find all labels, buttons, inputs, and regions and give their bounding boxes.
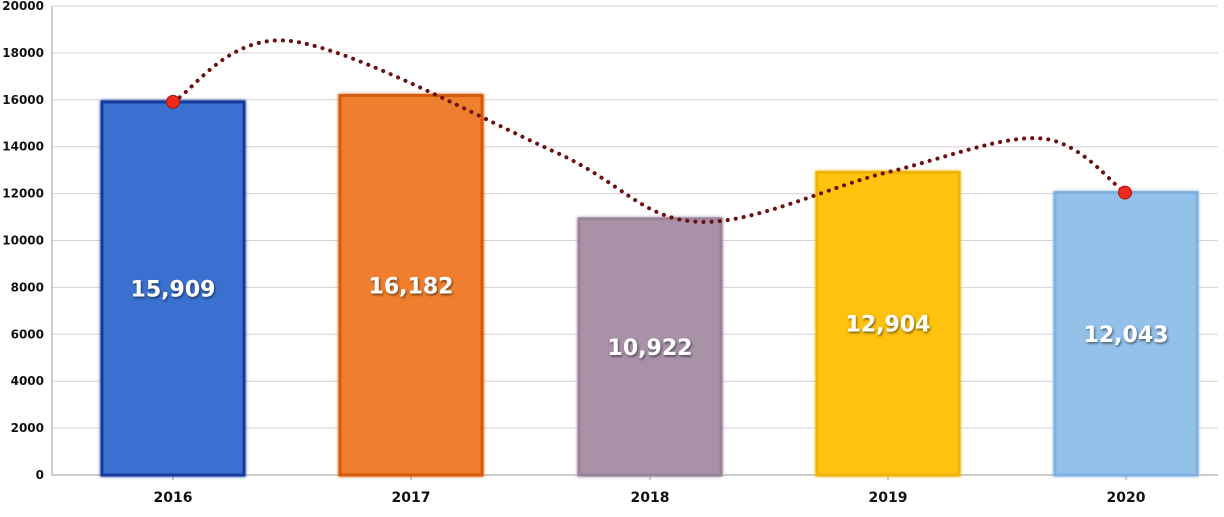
bars [100, 94, 1199, 477]
data-label-2017: 16,182 [369, 274, 454, 299]
trend-marker-2016 [166, 94, 180, 109]
bar-2017 [338, 94, 484, 477]
x-tick-label: 2018 [631, 490, 670, 506]
x-tick-label: 2016 [154, 490, 193, 506]
x-tick-label: 2019 [869, 490, 908, 506]
y-tick-label: 16000 [2, 93, 44, 107]
y-tick-label: 20000 [2, 0, 44, 13]
bar-2018 [577, 217, 723, 477]
trend-curve [166, 38, 1132, 224]
y-tick-label: 10000 [2, 234, 44, 248]
x-tick-label: 2020 [1107, 490, 1146, 506]
bar-2020 [1053, 191, 1199, 477]
trend-dotted-line [171, 38, 1127, 224]
trend-marker-2020 [1118, 185, 1132, 200]
data-label-2019: 12,904 [846, 313, 931, 338]
y-tick-label: 4000 [11, 374, 44, 388]
bar-2019 [815, 170, 961, 477]
y-tick-label: 6000 [11, 327, 44, 341]
data-label-2016: 15,909 [131, 277, 216, 302]
axes: 0 2000 4000 6000 8000 10000 12000 14000 16000 180… [2, 0, 1218, 506]
x-tick-label: 2017 [392, 490, 431, 506]
y-tick-label: 0 [36, 468, 44, 482]
y-tick-label: 8000 [11, 280, 44, 294]
data-labels: 15,909 16,182 10,922 12,904 12,043 [131, 274, 1169, 361]
y-tick-label: 18000 [2, 46, 44, 60]
bar-2016 [100, 100, 246, 477]
y-tick-label: 14000 [2, 140, 44, 154]
y-tick-label: 12000 [2, 187, 44, 201]
data-label-2020: 12,043 [1084, 323, 1169, 348]
y-tick-label: 2000 [11, 421, 44, 435]
data-label-2018: 10,922 [608, 336, 693, 361]
